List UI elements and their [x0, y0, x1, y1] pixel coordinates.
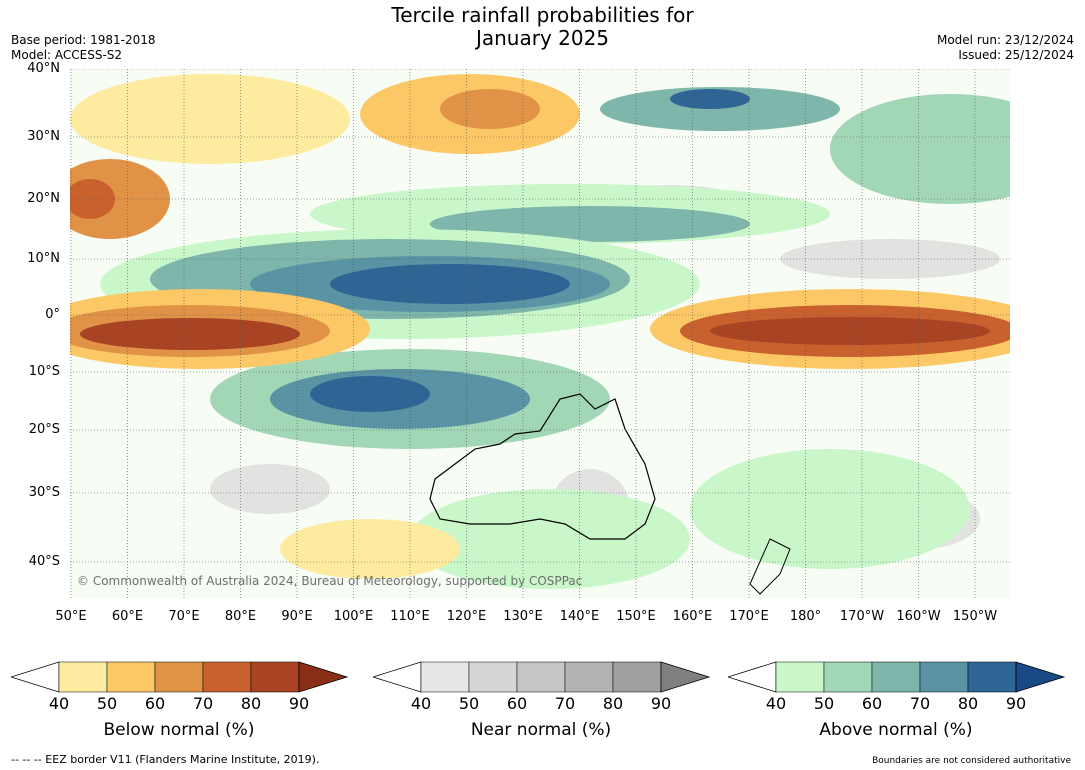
longitude-label: 110°E: [390, 609, 430, 624]
colorbar: [11, 661, 349, 693]
colorbar-tick: 70: [192, 694, 214, 713]
colorbar-tick: 60: [861, 694, 883, 713]
colorbar-tick: 80: [957, 694, 979, 713]
copyright-notice: © Commonwealth of Australia 2024, Bureau…: [77, 574, 583, 588]
latitude-label: 10°N: [27, 251, 60, 266]
longitude-label: 90°E: [281, 609, 313, 624]
colorbar-segment: [612, 661, 662, 693]
colorbar-low-extension: [373, 661, 422, 693]
longitude-label: 170°E: [729, 609, 769, 624]
colorbar-tick: 60: [506, 694, 528, 713]
longitude-label: 170°W: [839, 609, 885, 624]
colorbar: [728, 661, 1066, 693]
model-name: Model: ACCESS-S2: [11, 48, 123, 62]
colorbar-caption: Above normal (%): [819, 720, 973, 740]
colorbar-segment: [919, 661, 969, 693]
colorbar-segment: [516, 661, 566, 693]
title-line-2: January 2025: [475, 26, 610, 50]
colorbar-tick: 80: [602, 694, 624, 713]
below-normal-regions: [70, 74, 1010, 579]
latitude-label: 20°S: [28, 422, 60, 437]
colorbar-high-extension: [1015, 661, 1066, 693]
colorbar-segment: [967, 661, 1017, 693]
eez-footnote: -- -- -- EEZ border V11 (Flanders Marine…: [11, 753, 320, 766]
longitude-label: 140°E: [559, 609, 600, 624]
longitude-label: 70°E: [168, 609, 200, 624]
latitude-label: 30°S: [28, 485, 60, 500]
colorbar-tick: 80: [240, 694, 262, 713]
colorbar-tick: 50: [96, 694, 118, 713]
longitude-label: 130°E: [503, 609, 543, 624]
colorbar-tick: 40: [48, 694, 70, 713]
title-line-1: Tercile rainfall probabilities for: [391, 3, 694, 27]
colorbar-tick: 90: [1005, 694, 1027, 713]
colorbar-tick: 50: [458, 694, 480, 713]
colorbar-tick: 40: [765, 694, 787, 713]
base-period: Base period: 1981-2018: [11, 33, 156, 47]
colorbar-tick: 90: [650, 694, 672, 713]
chart-title: Tercile rainfall probabilities for Janua…: [0, 4, 1085, 50]
rainfall-map: [70, 69, 1010, 598]
colorbar-low-extension: [11, 661, 60, 693]
colorbar-caption: Near normal (%): [470, 720, 612, 740]
latitude-label: 40°N: [27, 61, 60, 76]
colorbar-caption: Below normal (%): [103, 720, 255, 740]
boundaries-disclaimer: Boundaries are not considered authoritat…: [872, 756, 1071, 766]
colorbar-segment: [564, 661, 614, 693]
gridlines: [70, 69, 1010, 598]
colorbar-tick: 50: [813, 694, 835, 713]
longitude-label: 80°E: [224, 609, 257, 624]
australia-outline: [429, 393, 656, 540]
colorbar-tick: 70: [554, 694, 576, 713]
longitude-label: 160°E: [672, 609, 713, 624]
latitude-label: 0°: [45, 307, 60, 322]
colorbar-segment: [775, 661, 825, 693]
colorbar-high-extension: [298, 661, 349, 693]
colorbar-tick: 60: [144, 694, 166, 713]
longitude-label: 60°E: [111, 609, 144, 624]
colorbar-segment: [468, 661, 518, 693]
latitude-label: 30°N: [27, 129, 60, 144]
issued-date: Issued: 25/12/2024: [958, 48, 1074, 62]
colorbar-segment: [154, 661, 204, 693]
longitude-label: 120°E: [446, 609, 487, 624]
longitude-label: 150°W: [952, 609, 998, 624]
colorbar-segment: [420, 661, 470, 693]
colorbar-segment: [202, 661, 252, 693]
latitude-label: 10°S: [28, 364, 60, 379]
colorbar-segment: [823, 661, 873, 693]
above-normal-regions: [100, 87, 1010, 589]
longitude-label: 160°W: [896, 609, 941, 624]
longitude-label: 50°E: [55, 609, 87, 624]
colorbar-tick: 70: [909, 694, 931, 713]
colorbar-segment: [250, 661, 300, 693]
longitude-label: 150°E: [616, 609, 656, 624]
meta-right: Model run: 23/12/2024 Issued: 25/12/2024: [937, 33, 1074, 63]
colorbar-segment: [58, 661, 108, 693]
colorbar-tick: 90: [288, 694, 310, 713]
colorbar-segment: [871, 661, 921, 693]
colorbar-segment: [106, 661, 156, 693]
colorbar-low-extension: [728, 661, 777, 693]
new-zealand-outline: [749, 538, 791, 595]
longitude-label: 180°: [789, 609, 822, 624]
meta-left: Base period: 1981-2018 Model: ACCESS-S2: [11, 33, 156, 63]
longitude-label: 100°E: [333, 609, 374, 624]
colorbar-tick: 40: [410, 694, 432, 713]
latitude-label: 20°N: [27, 191, 60, 206]
colorbar-high-extension: [660, 661, 711, 693]
colorbar: [373, 661, 711, 693]
model-run: Model run: 23/12/2024: [936, 33, 1074, 47]
latitude-label: 40°S: [28, 554, 60, 569]
